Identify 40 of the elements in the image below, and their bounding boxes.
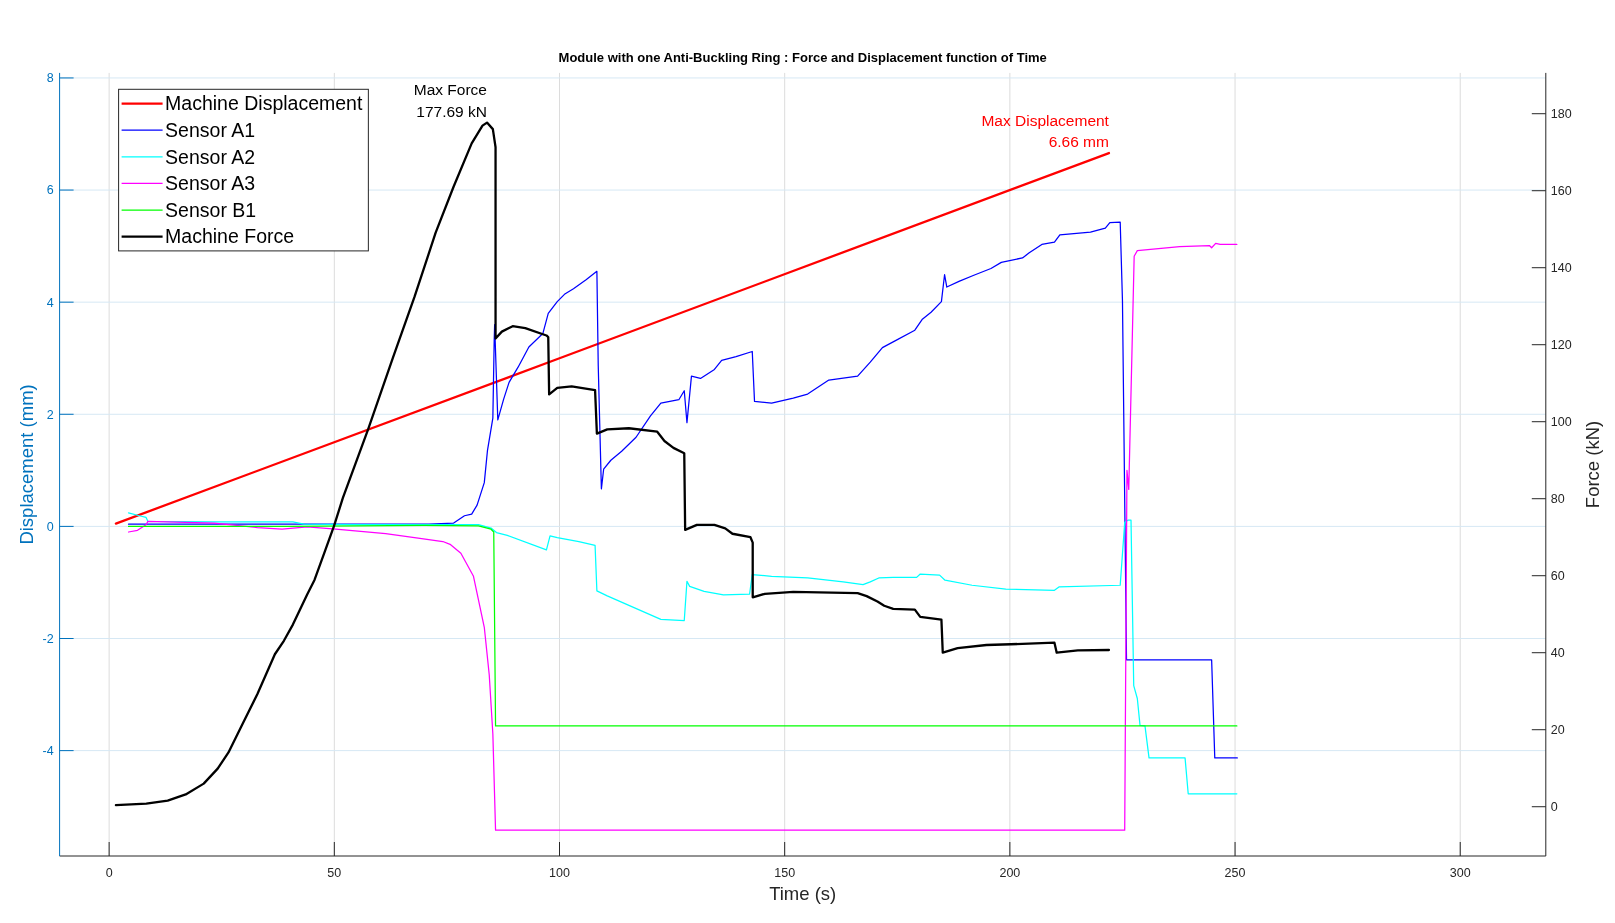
- line-series: [127, 221, 1238, 759]
- y2-tick-label: 80: [1550, 492, 1565, 507]
- legend-label: Sensor A1: [165, 119, 256, 142]
- y-tick-label: 4: [46, 295, 54, 310]
- y-tick-label: 2: [46, 407, 54, 422]
- line-series: [127, 524, 1238, 727]
- line-series: [127, 242, 1238, 831]
- y2-tick-label: 0: [1550, 800, 1558, 815]
- y2-tick-label: 20: [1550, 723, 1565, 738]
- y-tick-label: 8: [46, 71, 54, 86]
- y2-tick-label: 40: [1550, 646, 1565, 661]
- x-tick-label: 300: [1449, 865, 1471, 880]
- x-tick-label: 50: [327, 865, 342, 880]
- y2-tick-label: 120: [1550, 338, 1572, 353]
- y-tick-label: -4: [42, 743, 54, 758]
- y2-axis-title: Force (kN): [1582, 420, 1603, 509]
- y-tick-label: -2: [42, 631, 54, 646]
- y2-tick-label: 60: [1550, 569, 1565, 584]
- annotation: Max Force 177.69 kN: [413, 81, 487, 120]
- y-tick-label: 0: [46, 519, 54, 534]
- legend-label: Sensor A2: [165, 145, 256, 168]
- annotation: Max Displacement 6.66 mm: [981, 111, 1110, 151]
- x-axis-title: Time (s): [769, 883, 837, 904]
- y2-tick-label: 140: [1550, 261, 1572, 276]
- legend-label: Machine Force: [165, 225, 295, 248]
- y2-tick-label: 160: [1550, 184, 1572, 199]
- x-tick-label: 0: [105, 865, 113, 880]
- y2-tick-label: 100: [1550, 415, 1572, 430]
- x-tick-label: 100: [549, 865, 570, 880]
- legend-label: Sensor A3: [165, 172, 256, 195]
- y2-tick-label: 180: [1550, 107, 1572, 122]
- chart-title: Module with one Anti-Buckling Ring : Force and Displacement function of Time: [558, 50, 1047, 65]
- y-tick-label: 6: [46, 183, 54, 198]
- legend-label: Machine Displacement: [165, 92, 363, 115]
- x-tick-label: 150: [774, 865, 796, 880]
- x-tick-label: 200: [999, 865, 1021, 880]
- x-tick-label: 250: [1224, 865, 1246, 880]
- y-axis-title: Displacement (mm): [16, 384, 37, 545]
- legend-label: Sensor B1: [165, 198, 257, 221]
- line-series: [127, 512, 1238, 795]
